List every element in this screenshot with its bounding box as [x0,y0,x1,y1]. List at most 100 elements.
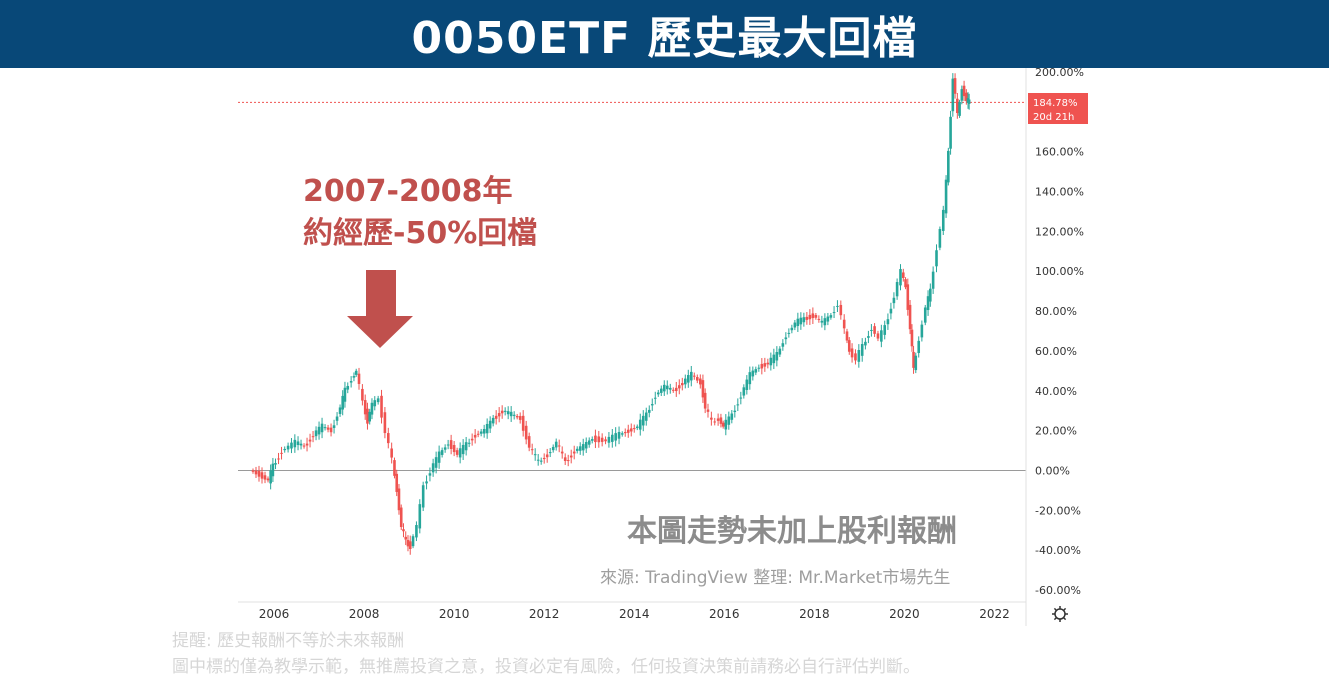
candle-body [542,457,546,460]
candle-body [944,179,948,214]
y-tick-label: 0.00% [1035,464,1070,477]
candle-body [464,442,468,451]
candle-body [467,442,471,444]
price-tag: 184.78% 20d 21h [1028,93,1088,124]
disclaimer-line1: 提醒: 歷史報酬不等於未來報酬 [172,631,405,651]
candle-body [751,370,755,377]
candle-body [317,426,321,435]
candle-body [569,455,573,458]
candle-body [873,326,876,334]
candle-body [581,444,585,451]
candle-body [904,279,907,288]
candle-body [395,473,399,492]
candle-body [503,410,507,412]
gear-icon[interactable] [1052,606,1068,622]
candle-body [536,459,540,461]
y-axis-ticks: 200.00% 160.00% 140.00% 120.00% 100.00% 80.00… [1035,66,1084,597]
candle-body [406,540,410,547]
candle-body [662,384,666,392]
candle-body [338,407,342,414]
candle-body [254,470,258,475]
candle-body [757,367,761,369]
candle-body [539,460,543,462]
candle-body [805,316,809,320]
candle-body [867,336,870,338]
candle-body [314,430,318,437]
candle-body [479,431,483,434]
x-tick-label: 2014 [619,607,650,621]
candle-body [397,488,401,511]
price-tag-box [1028,93,1088,124]
candle-body [656,392,660,395]
candle-body [302,445,306,447]
candle-body [293,439,297,448]
candle-body [308,439,312,442]
candle-body [515,415,519,418]
candle-body [772,354,776,364]
candle-body [527,436,531,448]
candle-body [494,415,498,419]
candle-body [530,449,534,451]
candle-body [518,416,522,420]
candle-body [408,541,412,549]
candle-body [443,447,447,450]
candle-body [733,410,737,413]
candle-body [857,349,861,362]
candle-body [713,421,717,423]
candle-body [653,397,657,399]
candle-body [326,427,330,430]
candle-body [402,529,405,532]
candle-body [748,372,752,385]
candle-body [908,304,912,330]
candle-body [895,282,899,297]
candle-body [781,343,785,347]
candle-body [917,340,921,354]
candle-body [854,353,857,361]
candle-body [886,319,890,325]
candle-body [482,429,486,434]
candle-body [611,434,614,442]
candle-body [476,433,480,435]
candle-body [431,463,435,473]
y-tick-label: 60.00% [1035,345,1077,358]
candle-body [366,408,369,424]
candle-body [560,451,564,454]
candle-body [283,448,287,451]
y-tick-label: 40.00% [1035,385,1077,398]
candle-body [376,398,380,403]
candle-body [597,436,601,443]
candle-body [949,116,952,149]
candle-body [590,439,594,441]
candle-body [892,297,896,304]
candle-body [847,340,851,352]
candle-body [305,443,309,446]
candle-body [880,330,883,342]
candle-body [461,444,465,455]
candle-body [390,448,393,458]
candle-body [808,314,812,320]
candle-body [604,439,607,442]
candle-body [446,444,450,446]
candle-body [760,363,764,369]
candle-body [320,423,324,433]
candle-body [266,478,270,481]
candle-body [491,417,495,424]
candle-body [421,485,425,508]
candle-body [665,385,669,390]
candle-body [299,443,303,446]
candle-body [817,318,821,320]
candle-body [506,411,510,415]
candle-body [701,380,705,398]
candle-body [899,269,902,286]
title-bar: 0050ETF 歷史最大回檔 [0,0,1329,68]
candle-series [251,73,971,555]
candle-body [594,435,597,443]
candle-body [736,404,740,406]
candle-body [692,375,696,377]
x-tick-label: 2018 [799,607,830,621]
candle-body [775,351,779,361]
candle-body [914,355,918,371]
candle-body [269,470,272,484]
candle-body [769,357,773,366]
candle-body [650,404,654,406]
